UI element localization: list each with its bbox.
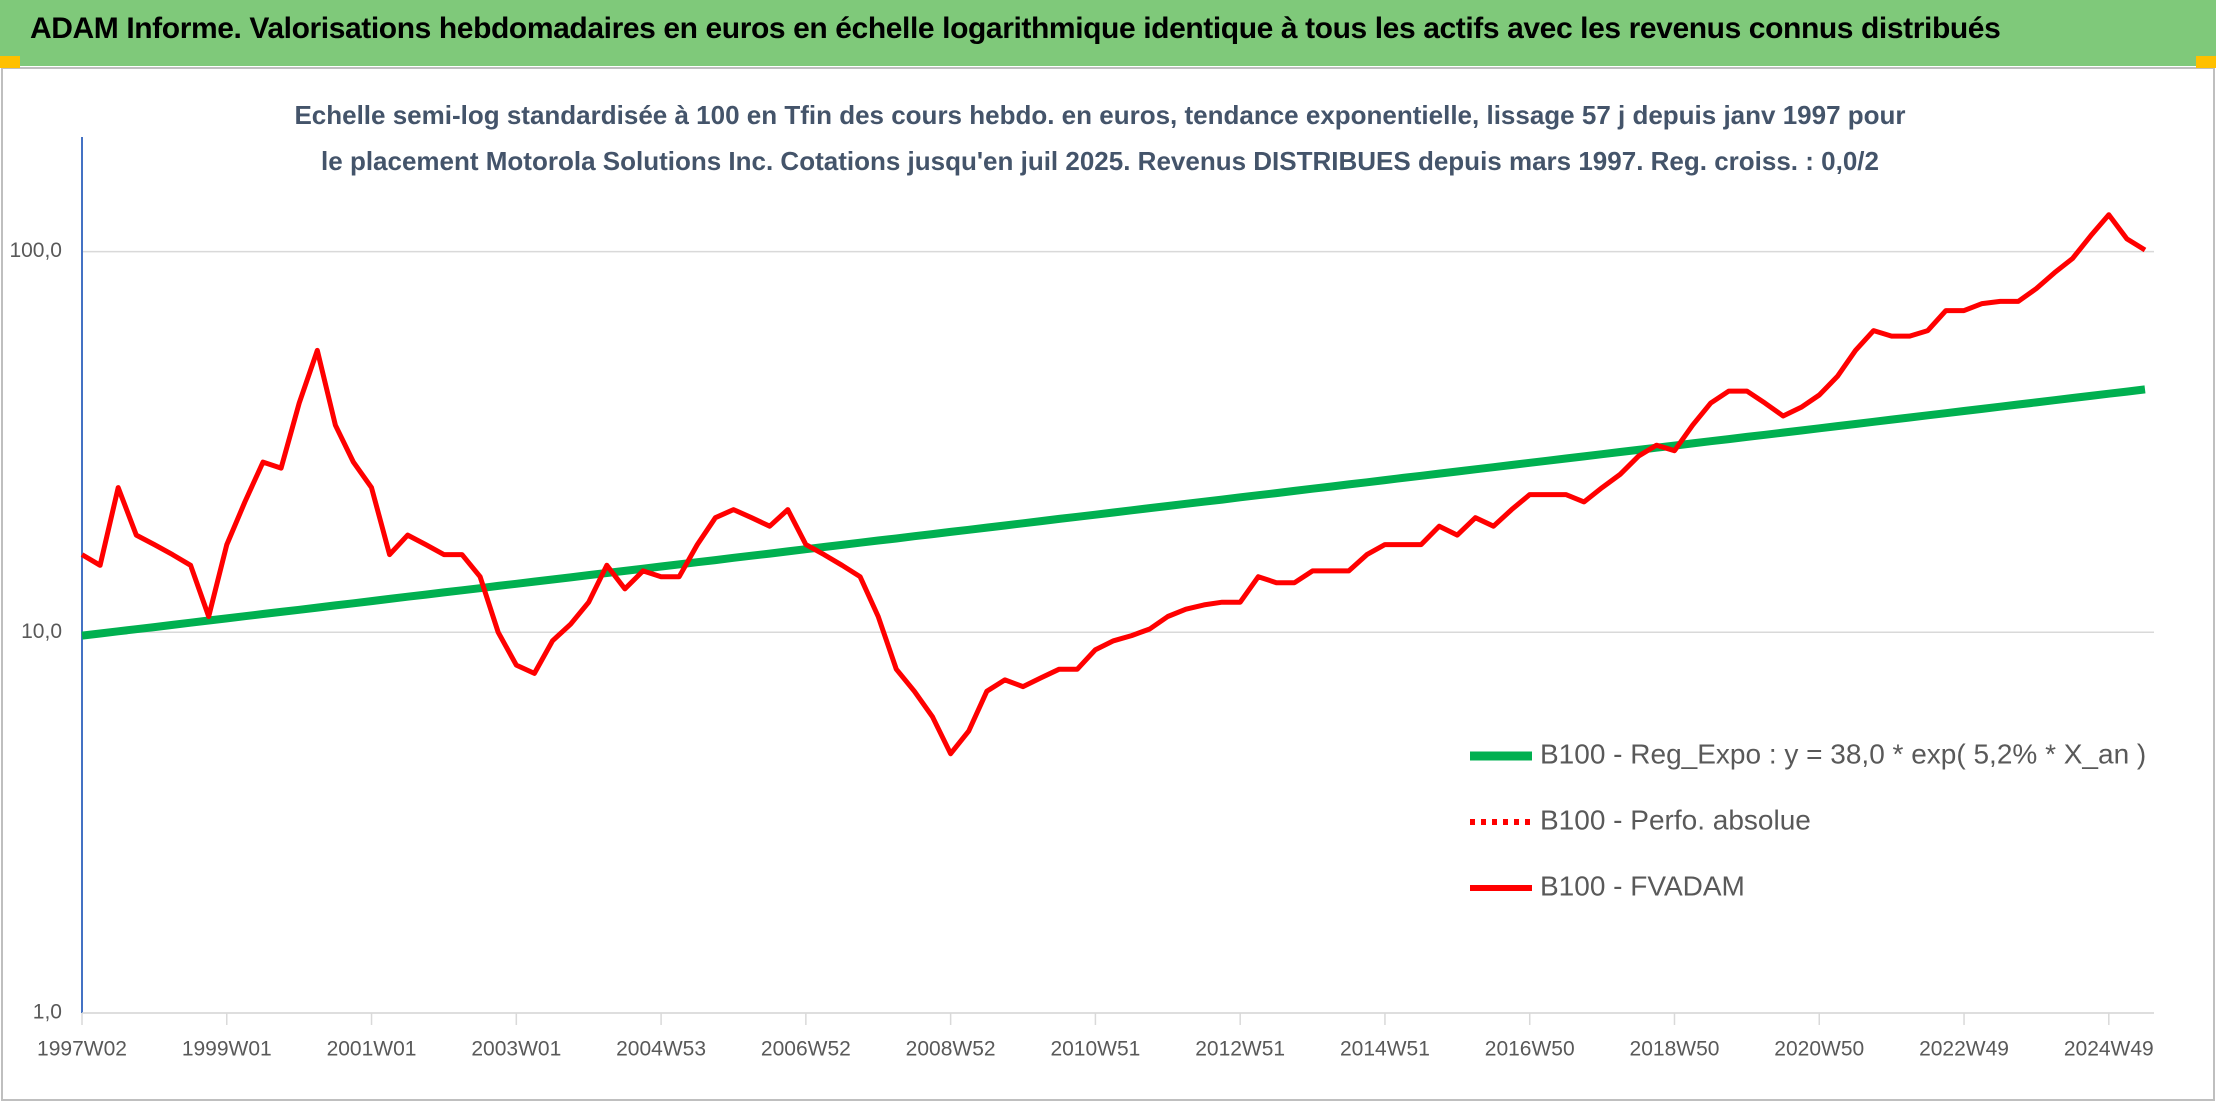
x-tick-label: 2001W01 — [327, 1038, 417, 1061]
x-tick-label: 2018W50 — [1630, 1038, 1720, 1061]
x-tick-label: 2014W51 — [1340, 1038, 1430, 1061]
legend-label: B100 - FVADAM — [1540, 870, 1745, 901]
x-tick-label: 2010W51 — [1050, 1038, 1140, 1061]
legend-label: B100 - Perfo. absolue — [1540, 804, 1811, 835]
y-tick-label: 100,0 — [9, 239, 62, 262]
chart-frame — [1, 67, 2215, 1101]
x-tick-label: 2012W51 — [1195, 1038, 1285, 1061]
x-tick-label: 1999W01 — [182, 1038, 272, 1061]
x-tick-label: 1997W02 — [37, 1038, 127, 1061]
series-line — [80, 212, 2147, 757]
x-tick-label: 2016W50 — [1485, 1038, 1575, 1061]
corner — [2196, 56, 2216, 68]
x-tick-label: 2022W49 — [1919, 1038, 2009, 1061]
legend-label: B100 - Reg_Expo : y = 38,0 * exp( 5,2% *… — [1540, 738, 2146, 769]
title-bar — [0, 0, 2216, 66]
x-tick-label: 2003W01 — [471, 1038, 561, 1061]
x-tick-label: 2004W53 — [616, 1038, 706, 1061]
x-tick-label: 2008W52 — [906, 1038, 996, 1061]
x-tick-label: 2006W52 — [761, 1038, 851, 1061]
corner — [0, 56, 20, 68]
y-tick-label: 1,0 — [33, 1001, 62, 1024]
chart-title: ADAM Informe. Valorisations hebdomadaire… — [30, 12, 2001, 45]
series-line — [81, 385, 2146, 640]
x-tick-label: 2024W49 — [2064, 1038, 2154, 1061]
x-tick-label: 2020W50 — [1774, 1038, 1864, 1061]
y-tick-label: 10,0 — [21, 620, 62, 643]
chart-subtitle: Echelle semi-log standardisée à 100 en T… — [294, 100, 1906, 176]
